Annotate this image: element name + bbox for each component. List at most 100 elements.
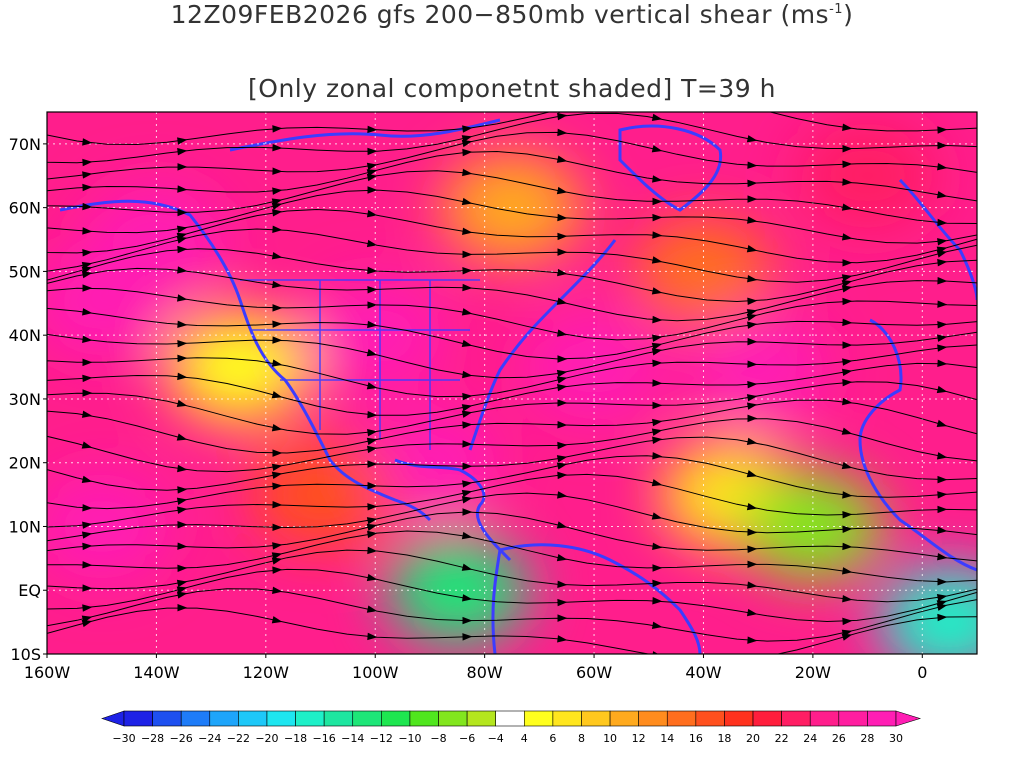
streamline-arrow [747, 528, 758, 536]
colorbar-label: −16 [313, 732, 336, 745]
streamline-arrow [461, 339, 473, 348]
streamline-arrow [177, 564, 188, 573]
streamline-arrow [842, 525, 853, 533]
title-exponent: -1 [829, 2, 844, 17]
streamline-arrow [937, 613, 948, 622]
streamline-arrow [366, 573, 378, 582]
streamline-arrow [81, 531, 93, 539]
streamline-arrow [82, 284, 93, 292]
colorbar-label: −14 [341, 732, 364, 745]
shear-region [633, 216, 774, 327]
streamline-arrow [272, 500, 283, 509]
colorbar-max-arrow [895, 710, 922, 727]
streamline-arrow [557, 421, 568, 429]
streamline-arrow [746, 313, 758, 321]
streamline-arrow [82, 584, 93, 592]
streamline-arrow [841, 233, 853, 241]
streamline-arrow [841, 368, 853, 377]
streamline-arrow [651, 512, 663, 520]
streamline-arrow [176, 294, 188, 302]
lon-label: 80W [467, 663, 503, 682]
colorbar-label: 26 [832, 732, 846, 745]
streamline-arrow [841, 285, 853, 293]
streamline-arrow [462, 267, 473, 275]
streamline-arrow [272, 566, 283, 574]
streamline-arrow [841, 633, 853, 641]
streamline [47, 131, 977, 180]
streamline-arrow [177, 185, 188, 193]
colorbar-box [609, 710, 639, 727]
streamline-arrow [842, 617, 853, 626]
streamline-arrow [462, 148, 473, 157]
streamline-arrow [82, 227, 93, 235]
streamline [47, 381, 977, 435]
streamline-arrow [272, 523, 283, 532]
streamline-arrow [746, 394, 758, 402]
streamline-arrow [272, 542, 283, 550]
streamline-arrow [272, 304, 283, 312]
streamline-arrow [746, 608, 758, 617]
streamline-arrow [82, 374, 93, 383]
plot-area [47, 112, 977, 654]
streamline-arrow [557, 128, 568, 137]
streamline [47, 530, 977, 583]
streamline-arrow [367, 125, 378, 134]
streamline-arrow [271, 202, 283, 210]
streamline-arrow [557, 635, 568, 643]
streamline-arrow [651, 145, 663, 153]
streamline-arrow [937, 505, 948, 514]
streamline-arrow [842, 160, 853, 168]
streamline-arrow [652, 231, 663, 239]
shear-region [442, 152, 582, 263]
colorbar-label: 18 [717, 732, 731, 745]
streamline-arrow [462, 370, 473, 379]
streamline-arrow [367, 301, 378, 309]
lat-label: 70N [9, 135, 41, 154]
streamline-arrow [651, 348, 663, 356]
streamline-arrow [841, 280, 853, 288]
colorbar-box [209, 710, 239, 727]
colorbar-label: −22 [227, 732, 250, 745]
colorbar-box [581, 710, 611, 727]
streamline-arrow [556, 329, 568, 337]
colorbar-box [523, 710, 554, 727]
colorbar-label: −8 [430, 732, 446, 745]
lon-label: 120W [243, 663, 290, 682]
streamline-arrow [82, 504, 93, 512]
streamline-arrow [367, 411, 378, 419]
title-line-2: [Only zonal componetnt shaded] T=39 h [248, 74, 776, 103]
streamline-arrow [462, 250, 473, 259]
streamline-arrow [937, 475, 948, 484]
streamline-arrow [176, 497, 188, 505]
streamline-arrow [842, 491, 853, 499]
colorbar-label: 16 [689, 732, 703, 745]
streamline-arrow [177, 354, 188, 363]
streamline-arrow [82, 521, 93, 529]
lat-label: 40N [9, 326, 41, 345]
colorbar-label: −26 [170, 732, 193, 745]
streamline-arrow [842, 542, 853, 551]
streamline-arrow [746, 437, 758, 445]
streamline-arrow [177, 320, 188, 329]
streamline-arrow [842, 178, 853, 186]
colorbar-labels: −30 −28 −26 −24 −22 −20 −18 −16 −14 −12 −10 −8 −6 −4 4… [112, 732, 903, 745]
streamline-arrow [556, 455, 568, 463]
streamline [47, 399, 977, 454]
streamline-arrow [556, 155, 568, 163]
streamline [47, 568, 977, 623]
streamline [47, 511, 977, 562]
streamline-arrow [366, 239, 378, 248]
latitude-labels: 70N 60N 50N 40N 30N 20N 10N EQ 10S [9, 135, 47, 664]
streamline-arrow [176, 399, 188, 408]
streamline-arrow [937, 526, 948, 534]
streamline-arrow [651, 287, 663, 295]
streamline-arrow [367, 320, 378, 329]
streamline-arrow [557, 491, 568, 499]
shear-region [688, 312, 829, 423]
streamline-arrow [747, 380, 758, 389]
colorbar-label: 6 [549, 732, 556, 745]
streamline-arrow [271, 616, 283, 624]
streamline-arrow [936, 334, 948, 342]
streamline [47, 607, 977, 654]
